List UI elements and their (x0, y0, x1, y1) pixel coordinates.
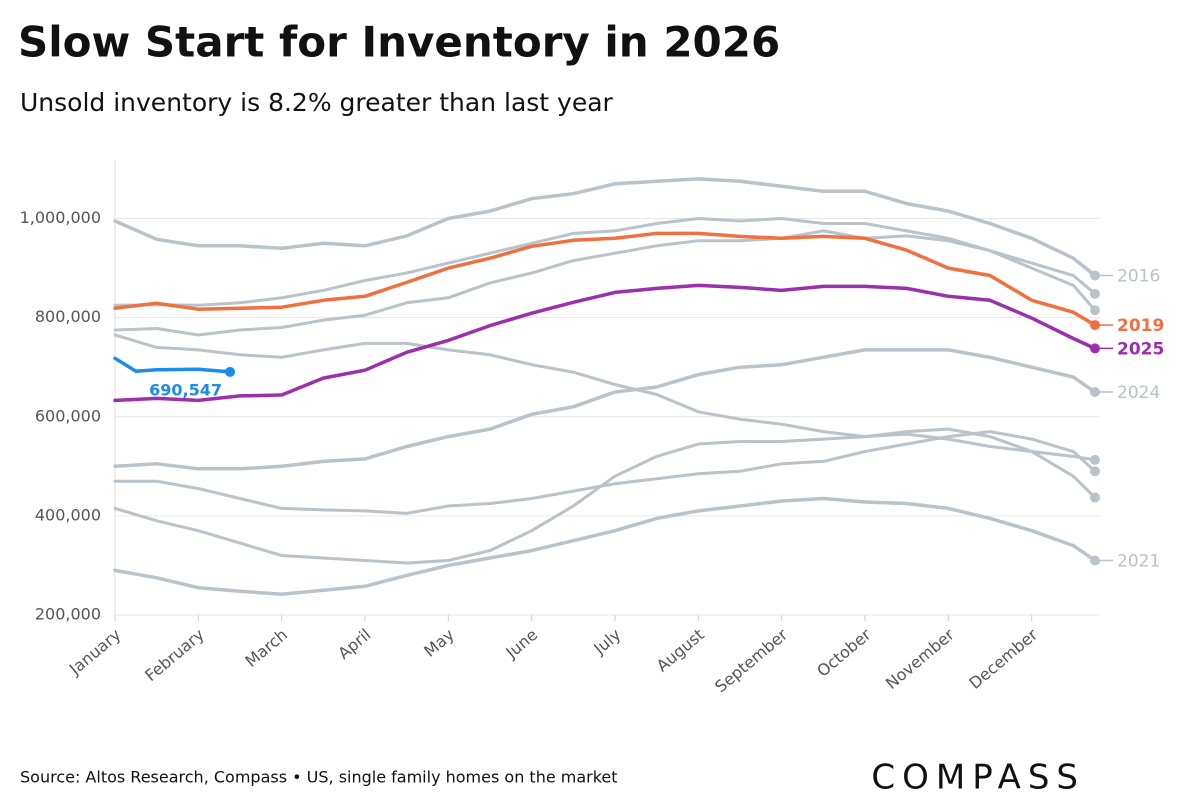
source-note: Source: Altos Research, Compass • US, si… (20, 768, 618, 787)
series-line (113, 430, 1097, 515)
y-tick-label: 1,000,000 (20, 208, 101, 227)
x-tick-label: June (501, 625, 541, 663)
series-line (113, 283, 1097, 403)
x-tick-label: February (141, 625, 208, 685)
series-line (113, 333, 1097, 462)
value-label: 690,547 (149, 380, 222, 399)
end-point (1090, 288, 1100, 299)
series-end-label: 2021 (1117, 551, 1160, 571)
chart-subtitle: Unsold inventory is 8.2% greater than la… (20, 88, 614, 117)
series-line (113, 496, 1097, 596)
series-line (113, 427, 1097, 565)
series-end-label: 2019 (1117, 316, 1164, 336)
end-point (1090, 305, 1100, 316)
x-tick-label: January (65, 625, 124, 679)
end-point (1090, 320, 1100, 331)
x-tick-label: September (711, 625, 791, 697)
series-line (113, 356, 232, 374)
x-tick-label: March (242, 625, 292, 671)
x-tick-label: December (965, 625, 1041, 693)
y-tick-label: 600,000 (35, 406, 101, 425)
y-tick-label: 200,000 (35, 605, 101, 624)
x-tick-label: October (813, 625, 875, 681)
end-point (225, 366, 235, 377)
x-tick-label: August (653, 625, 708, 676)
x-tick-label: May (420, 625, 458, 661)
series-end-label: 2024 (1117, 383, 1160, 403)
end-point (1090, 386, 1100, 397)
end-point (1090, 270, 1100, 281)
end-point (1090, 555, 1100, 566)
series-line (113, 231, 1097, 327)
series-line (113, 229, 1097, 337)
end-point (1090, 343, 1100, 354)
x-tick-label: November (882, 625, 958, 693)
series-line (113, 177, 1097, 278)
chart-title: Slow Start for Inventory in 2026 (18, 18, 780, 67)
end-point (1090, 492, 1100, 503)
series-end-label: 2025 (1117, 339, 1164, 359)
y-tick-label: 400,000 (35, 505, 101, 524)
series-end-label: 2016 (1117, 267, 1160, 287)
end-point (1090, 466, 1100, 477)
series-line (113, 348, 1097, 471)
logo: COMPASS (871, 758, 1085, 798)
end-point (1090, 454, 1100, 465)
x-tick-label: April (334, 625, 374, 663)
y-tick-label: 800,000 (35, 307, 101, 326)
series-line (113, 217, 1097, 307)
x-tick-label: July (589, 625, 624, 659)
